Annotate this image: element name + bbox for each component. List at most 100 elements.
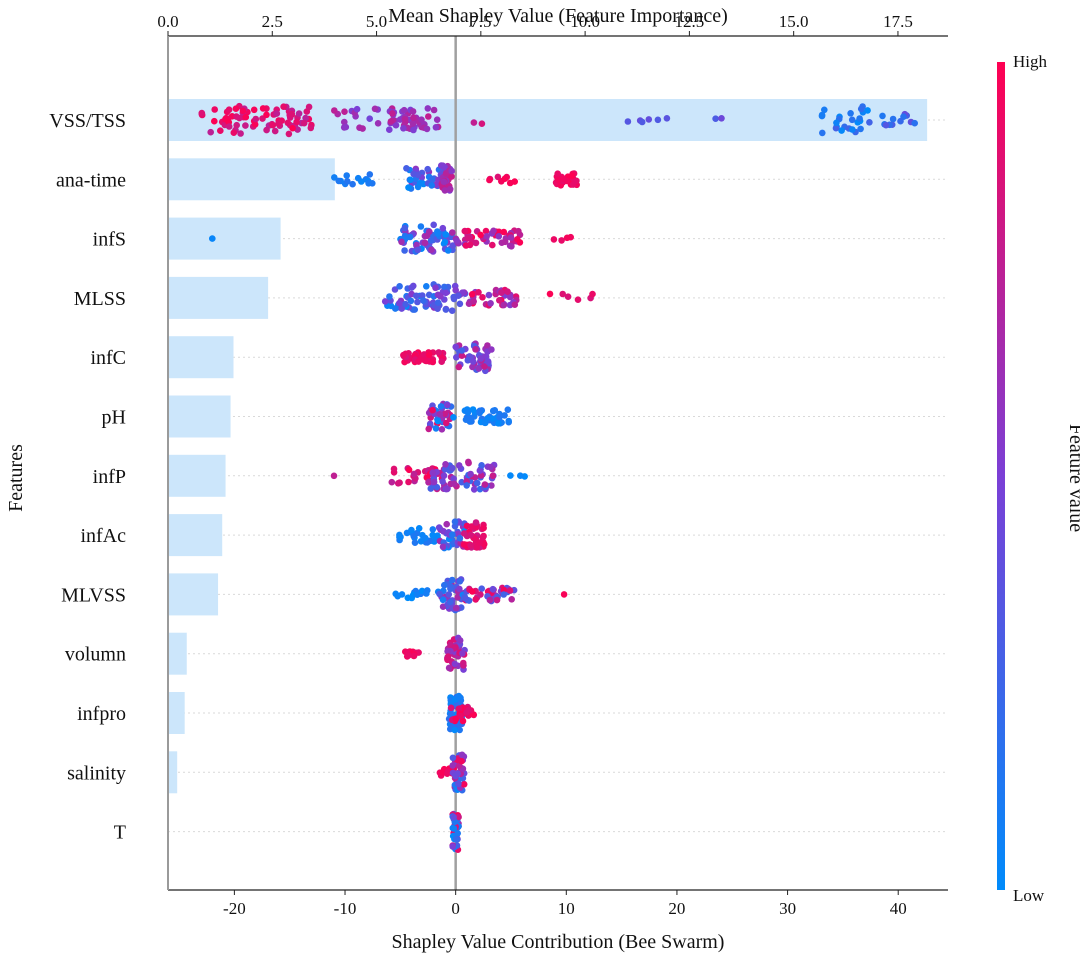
swarm-point (392, 121, 400, 129)
swarm-point (447, 598, 454, 606)
swarm-point (443, 520, 451, 528)
swarm-point (425, 479, 432, 486)
swarm-point (465, 458, 472, 466)
swarm-point (478, 462, 485, 469)
bottom-tick-label: -10 (334, 899, 357, 918)
swarm-point (424, 165, 432, 173)
swarm-point (488, 346, 495, 353)
swarm-point (638, 118, 646, 126)
swarm-point (487, 463, 494, 471)
swarm-point (434, 230, 442, 238)
swarm-point (289, 124, 296, 132)
swarm-point (410, 114, 417, 121)
swarm-point (663, 115, 671, 122)
swarm-point (409, 108, 417, 115)
swarm-point (445, 664, 453, 672)
swarm-point (472, 596, 480, 603)
swarm-point (391, 286, 399, 293)
swarm-point (342, 123, 350, 131)
swarm-point (331, 174, 338, 181)
swarm-point (442, 306, 450, 313)
swarm-point (484, 358, 492, 366)
swarm-point (300, 119, 308, 127)
swarm-point (450, 475, 457, 483)
swarm-point (517, 472, 524, 480)
importance-bar (168, 217, 281, 260)
swarm-point (401, 224, 409, 232)
swarm-point (422, 534, 429, 542)
swarm-point (493, 596, 501, 604)
swarm-point (390, 465, 398, 473)
swarm-point (453, 237, 461, 245)
swarm-point (489, 472, 497, 480)
swarm-point (483, 233, 491, 240)
swarm-point (821, 106, 828, 114)
importance-bar (168, 158, 335, 201)
swarm-point (425, 351, 433, 359)
swarm-point (448, 576, 456, 584)
swarm-point (506, 587, 514, 594)
swarm-point (456, 637, 464, 644)
x-axis-title: Shapley Value Contribution (Bee Swarm) (392, 931, 725, 953)
swarm-point (456, 534, 464, 542)
swarm-point (428, 175, 436, 183)
swarm-point (487, 300, 494, 307)
swarm-point (477, 355, 485, 362)
swarm-point (250, 106, 258, 114)
swarm-point (233, 121, 240, 129)
swarm-point (449, 229, 456, 236)
swarm-point (569, 181, 577, 188)
swarm-point (396, 299, 403, 307)
swarm-point (423, 590, 430, 597)
swarm-point (398, 238, 405, 246)
feature-label: infC (90, 347, 126, 369)
swarm-point (449, 531, 456, 538)
swarm-point (414, 246, 422, 254)
swarm-point (439, 596, 447, 604)
swarm-point (343, 172, 351, 179)
swarm-point (413, 241, 420, 249)
swarm-point (453, 604, 460, 612)
swarm-point (491, 407, 499, 414)
swarm-point (275, 120, 282, 127)
swarm-point (414, 591, 421, 598)
swarm-point (490, 227, 497, 235)
swarm-point (400, 351, 407, 359)
swarm-point (437, 403, 445, 410)
colorbar-gradient (997, 62, 1005, 890)
swarm-point (442, 289, 450, 297)
importance-bar (168, 454, 226, 497)
swarm-point (401, 247, 408, 254)
swarm-point (252, 115, 260, 123)
swarm-point (411, 539, 419, 546)
swarm-point (441, 283, 448, 291)
swarm-point (414, 171, 422, 179)
swarm-point (406, 233, 414, 241)
swarm-point (857, 125, 864, 133)
swarm-point (401, 358, 408, 366)
swarm-point (467, 542, 474, 549)
swarm-point (416, 179, 424, 187)
swarm-point (409, 120, 417, 127)
swarm-point (288, 110, 296, 118)
swarm-point (427, 485, 435, 492)
swarm-point (568, 172, 576, 180)
swarm-point (439, 478, 446, 485)
swarm-point (426, 228, 433, 235)
swarm-point (408, 284, 416, 291)
swarm-point (470, 298, 478, 305)
swarm-point (198, 109, 206, 117)
bottom-axis-ticks: -20 -10 0 10 20 30 40 (223, 890, 907, 918)
swarm-point (478, 585, 486, 592)
swarm-point (405, 478, 412, 486)
swarm-point (624, 118, 632, 125)
swarm-point (889, 115, 897, 123)
swarm-point (458, 751, 466, 759)
swarm-point (354, 174, 362, 182)
swarm-point (444, 653, 452, 660)
swarm-point (359, 125, 366, 132)
swarm-point (458, 347, 466, 354)
swarm-point (307, 124, 315, 132)
swarm-point (911, 119, 918, 127)
